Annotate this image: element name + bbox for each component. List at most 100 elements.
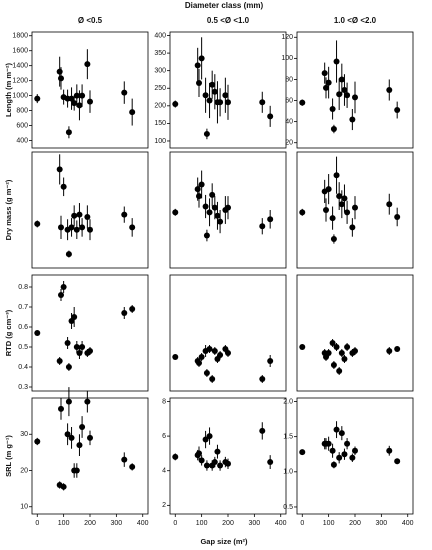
point <box>341 451 348 458</box>
point <box>386 447 393 454</box>
point <box>121 310 128 316</box>
point <box>217 352 224 358</box>
point <box>330 126 337 133</box>
point <box>386 348 393 354</box>
point <box>349 454 356 461</box>
point <box>121 211 128 218</box>
panel-frame <box>296 31 414 149</box>
point <box>73 92 80 99</box>
point <box>217 218 224 225</box>
point <box>71 212 78 219</box>
point <box>129 224 136 231</box>
panel-frame <box>296 274 414 392</box>
point <box>225 204 231 211</box>
point <box>73 344 80 350</box>
point <box>352 348 358 354</box>
point <box>209 191 216 198</box>
point <box>325 440 332 447</box>
point <box>217 462 224 469</box>
point <box>225 460 231 467</box>
point <box>64 431 71 438</box>
point <box>65 251 72 258</box>
y-tick-label: 60 <box>285 97 293 104</box>
point <box>206 433 213 440</box>
point <box>76 102 83 109</box>
point <box>202 436 209 443</box>
point <box>76 442 83 449</box>
y-tick-label: 1800 <box>12 33 28 40</box>
point <box>394 213 401 220</box>
x-tick-label: 100 <box>323 520 335 527</box>
point <box>84 61 91 68</box>
x-tick-label: 300 <box>376 520 388 527</box>
point <box>336 454 343 461</box>
y-tick-label: 300 <box>154 68 166 75</box>
point <box>333 426 340 433</box>
point <box>87 348 93 354</box>
x-tick-label: 0 <box>35 520 39 527</box>
point <box>386 201 393 208</box>
point <box>196 450 202 457</box>
panel-frame <box>31 397 149 515</box>
x-tick-label: 400 <box>402 520 414 527</box>
point <box>352 204 358 211</box>
point <box>73 467 80 474</box>
point <box>76 211 83 218</box>
point <box>79 224 86 231</box>
point <box>206 209 213 216</box>
point <box>203 232 210 239</box>
point <box>198 181 205 188</box>
point <box>259 223 266 230</box>
point <box>299 449 306 456</box>
point <box>196 360 202 366</box>
point <box>211 459 218 466</box>
panel-frame <box>31 274 149 392</box>
point <box>203 462 210 469</box>
point <box>65 398 72 405</box>
point <box>329 105 336 112</box>
y-tick-label: 1600 <box>12 48 28 55</box>
point <box>333 58 340 65</box>
point <box>325 79 332 86</box>
point <box>330 362 337 368</box>
point <box>344 440 351 447</box>
point <box>68 434 75 441</box>
point <box>206 346 213 352</box>
column-title: 0.5 <Ø <1.0 <box>207 16 250 25</box>
point <box>172 101 179 108</box>
point <box>394 346 401 352</box>
point <box>34 220 41 227</box>
y-tick-label: 800 <box>16 107 28 114</box>
point <box>321 70 328 77</box>
point <box>60 483 67 490</box>
point <box>394 107 401 114</box>
point <box>217 99 224 106</box>
point <box>198 55 205 62</box>
point <box>203 370 210 376</box>
point <box>336 91 343 98</box>
point <box>56 68 63 75</box>
y-tick-label: 250 <box>154 85 166 92</box>
point <box>341 356 348 362</box>
point <box>259 99 266 106</box>
point <box>352 94 358 101</box>
point <box>214 448 221 455</box>
point <box>211 88 218 95</box>
point <box>60 284 67 290</box>
y-tick-label: 1.5 <box>283 434 293 441</box>
panel-frame <box>31 31 149 149</box>
point <box>71 314 78 320</box>
y-axis-label: RTD (g cm⁻³) <box>4 309 13 356</box>
y-tick-label: 0.3 <box>18 384 28 391</box>
y-tick-label: 200 <box>154 103 166 110</box>
point <box>68 95 75 102</box>
point <box>121 89 128 96</box>
point <box>267 113 274 120</box>
point <box>225 350 231 356</box>
y-tick-label: 0.7 <box>18 304 28 311</box>
point <box>79 424 86 430</box>
y-axis-label: Length (m m⁻²) <box>4 63 13 117</box>
point <box>58 292 64 298</box>
y-tick-label: 30 <box>20 431 28 438</box>
point <box>34 438 41 445</box>
